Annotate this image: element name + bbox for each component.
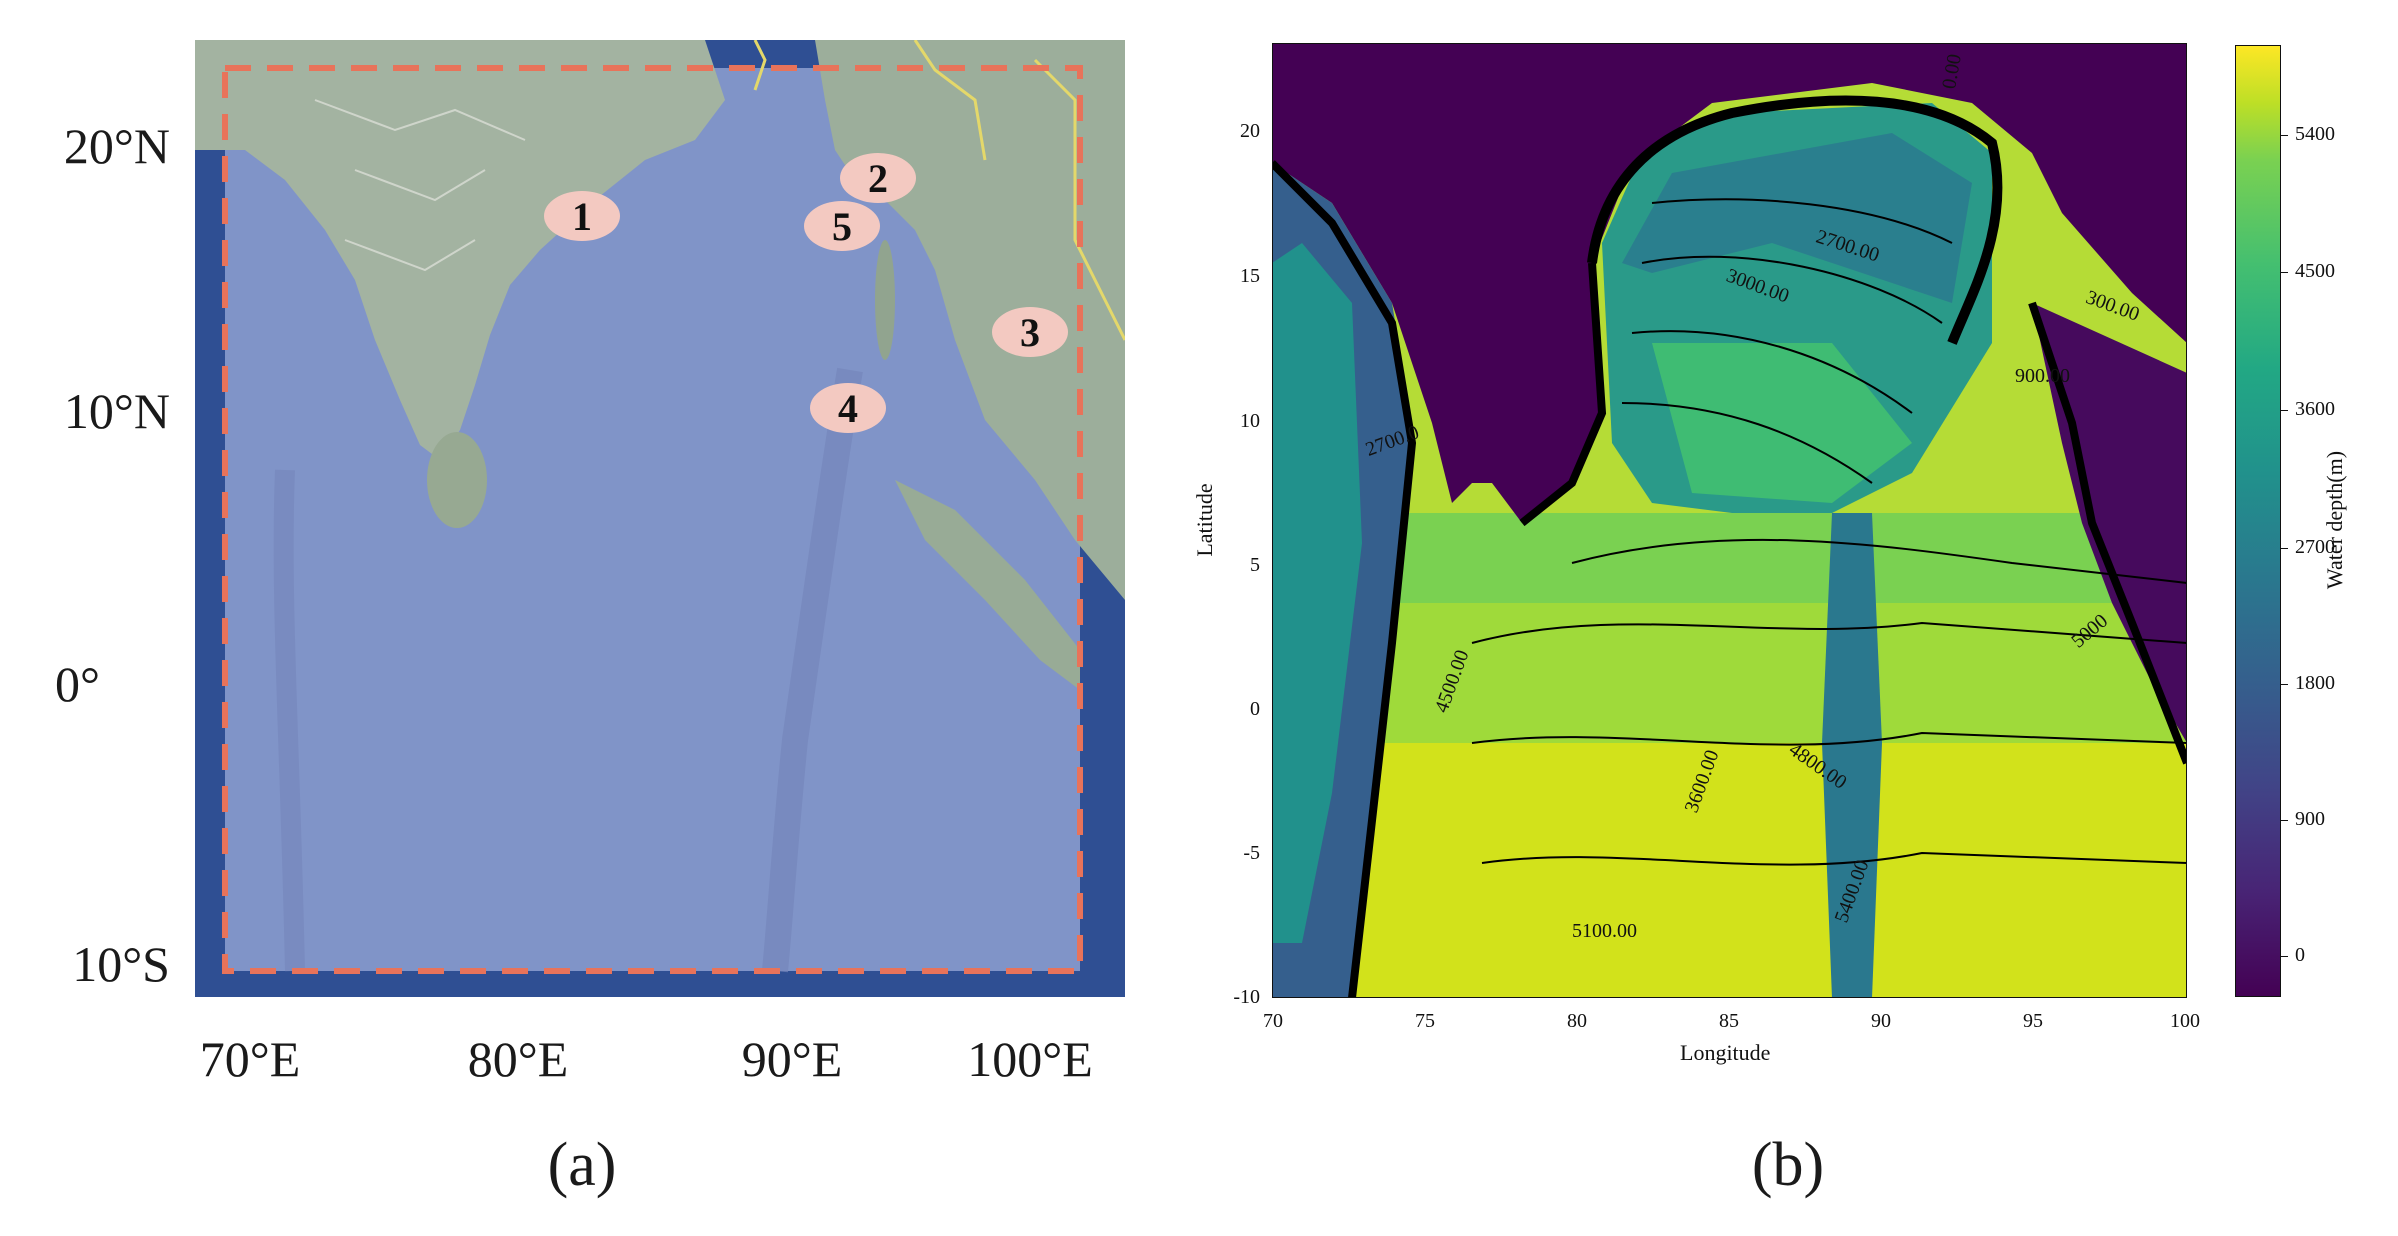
plot-frame (1272, 43, 2187, 998)
y-tick-20: 20 (1240, 120, 1260, 142)
lon-label-90e: 90°E (741, 1031, 843, 1087)
map-graphic (195, 40, 1125, 997)
lon-label-80e: 80°E (467, 1031, 569, 1087)
lon-label-100e: 100°E (967, 1031, 1093, 1087)
y-axis-title: Latitude (1192, 483, 1217, 557)
x-tick-75: 75 (1415, 1010, 1435, 1032)
y-tick-10: 10 (1240, 410, 1260, 432)
x-tick-95: 95 (2023, 1010, 2043, 1032)
shoreline-contour-west (1272, 160, 1417, 998)
lat-label-0: 0° (55, 656, 100, 712)
country-borders (753, 40, 1125, 341)
x-tick-85: 85 (1719, 1010, 1739, 1032)
cbar-tick-2700: 2700 (2295, 536, 2335, 558)
x-tick-70: 70 (1263, 1010, 1283, 1032)
cbar-tickmark-900 (2281, 820, 2288, 821)
cbar-tick-1800: 1800 (2295, 672, 2335, 694)
y-tick-15: 15 (1240, 265, 1260, 287)
bay-deep-band (1652, 343, 1912, 503)
cbar-tickmark-2700 (2281, 548, 2288, 549)
lat-label-20n: 20°N (63, 118, 170, 174)
x-tick-80: 80 (1567, 1010, 1587, 1032)
lat-label-10s: 10°S (72, 936, 170, 992)
x-tick-90: 90 (1871, 1010, 1891, 1032)
y-tick-0: 0 (1250, 698, 1260, 720)
lon-label-70e: 70°E (199, 1031, 301, 1087)
cbar-tick-4500: 4500 (2295, 260, 2335, 282)
y-tick-minus10: -10 (1233, 986, 1260, 1008)
shoreline-contour-bay (1587, 95, 2003, 345)
sumatra (895, 480, 1080, 690)
site-marker-4: 4 (810, 383, 886, 433)
state-borders (314, 99, 526, 272)
cbar-tick-5400: 5400 (2295, 123, 2335, 145)
depth-contours (1471, 198, 2187, 866)
y-tick-minus5: -5 (1243, 842, 1260, 864)
y-tick-5: 5 (1250, 554, 1260, 576)
contour-label-900: 900.00 (2015, 365, 2070, 387)
site-marker-3: 3 (992, 307, 1068, 357)
maldives-ridge (273, 469, 305, 972)
contour-graphic (1272, 43, 2187, 998)
cbar-tickmark-5400 (2281, 135, 2288, 136)
cbar-tick-3600: 3600 (2295, 398, 2335, 420)
andaman-islands (875, 240, 895, 360)
sri-lanka (427, 432, 487, 528)
depth-band-4800 (1272, 603, 2187, 743)
study-area-box (222, 65, 1083, 974)
cbar-tickmark-0 (2281, 956, 2288, 957)
shoreline-contour-sumatra (2028, 301, 2187, 765)
cbar-tick-0: 0 (2295, 944, 2305, 966)
caption-a: (a) (547, 1131, 617, 1199)
cbar-tickmark-4500 (2281, 272, 2288, 273)
depth-band-5100 (1272, 743, 2187, 998)
cbar-tickmark-3600 (2281, 410, 2288, 411)
ninety-east-ridge-contour (1822, 513, 1882, 998)
western-ridge (1272, 243, 1362, 943)
depth-band-4500 (1272, 513, 2187, 603)
x-tick-100: 100 (2170, 1010, 2200, 1032)
site-marker-5: 5 (804, 201, 880, 251)
caption-b: (b) (1751, 1131, 1825, 1199)
colorbar (2235, 45, 2281, 997)
land-india (1272, 43, 2187, 523)
bathymetry-contour-plot (1272, 43, 2187, 998)
x-axis-title: Longitude (1680, 1040, 1771, 1065)
site-marker-1: 1 (544, 191, 620, 241)
site-marker-2: 2 (840, 153, 916, 203)
shoreline-contour-india (1519, 262, 1607, 527)
lat-label-10n: 10°N (63, 383, 170, 439)
ninety-east-ridge (762, 367, 863, 973)
cbar-tick-900: 900 (2295, 808, 2325, 830)
satellite-map (195, 40, 1125, 997)
colorbar-title: Water depth(m) (2322, 450, 2347, 590)
contour-label-5100: 5100.00 (1572, 920, 1637, 942)
bay-shelf-slope (1622, 133, 1972, 303)
cbar-tickmark-1800 (2281, 684, 2288, 685)
